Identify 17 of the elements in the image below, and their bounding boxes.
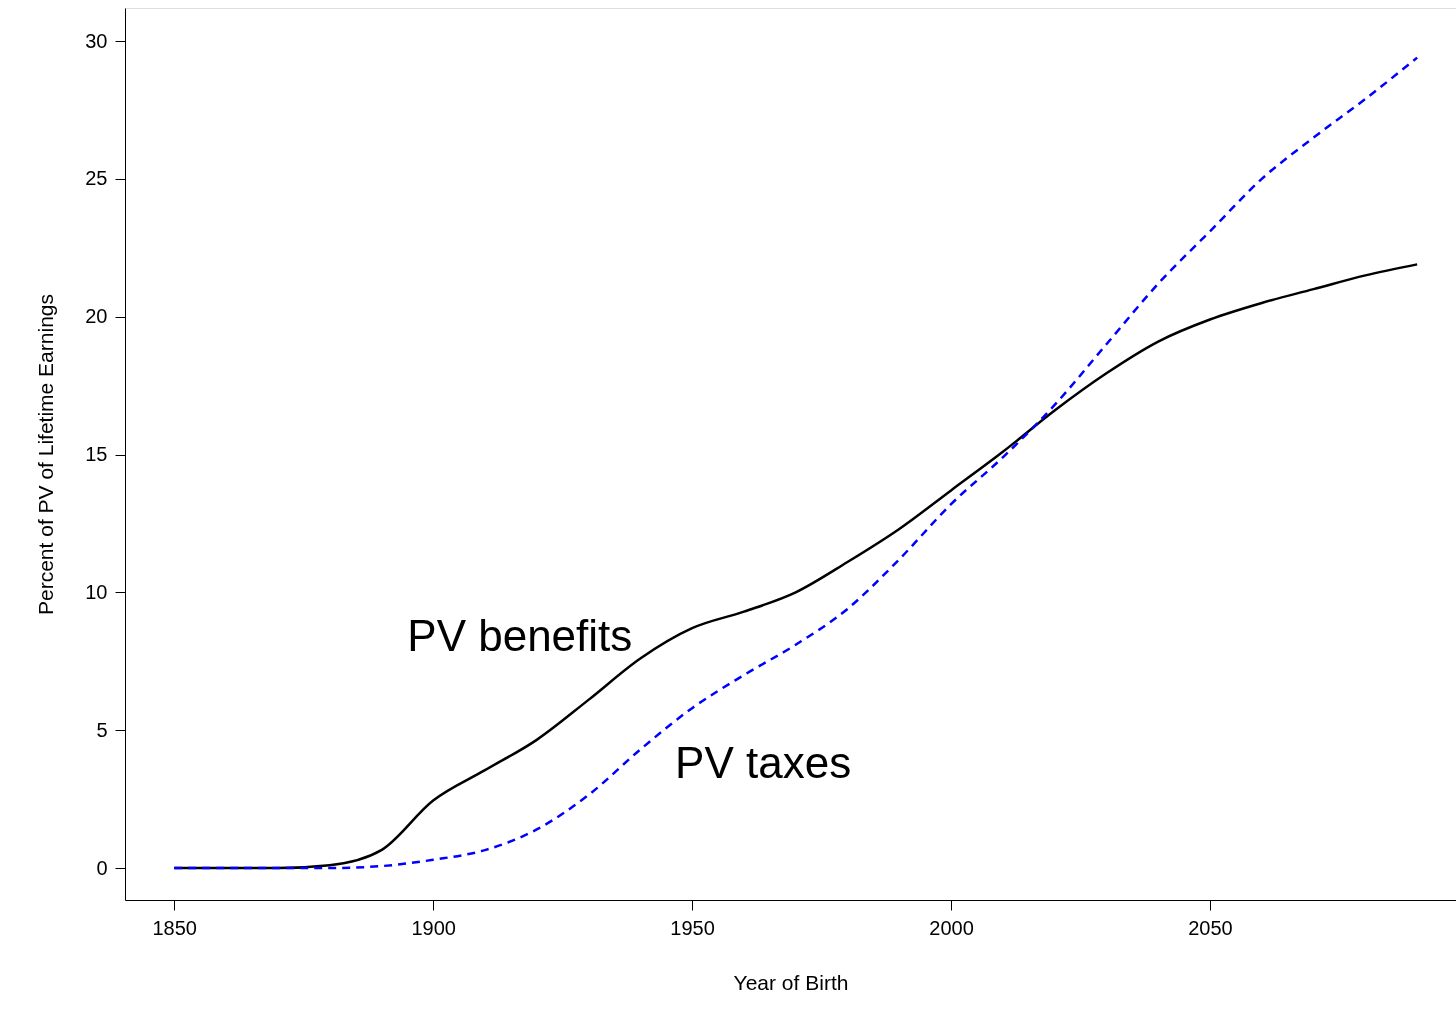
y-axis-title: Percent of PV of Lifetime Earnings xyxy=(34,294,58,615)
series-label: PV taxes xyxy=(675,738,852,788)
x-tick-label: 1850 xyxy=(152,916,197,939)
y-tick-label: 0 xyxy=(96,856,108,879)
series-label: PV benefits xyxy=(407,610,633,660)
x-axis-title: Year of Birth xyxy=(733,970,849,994)
x-tick-label: 2050 xyxy=(1188,916,1233,939)
y-tick-label: 30 xyxy=(85,29,108,52)
line-series xyxy=(172,56,1419,870)
y-tick-label: 5 xyxy=(96,718,108,741)
x-tick-label: 1950 xyxy=(670,916,715,939)
x-tick-label: 1900 xyxy=(411,916,456,939)
y-tick-label: 25 xyxy=(85,167,108,190)
y-tick-label: 10 xyxy=(85,580,108,603)
x-tick-label: 2000 xyxy=(929,916,974,939)
y-tick-label: 20 xyxy=(85,305,108,328)
y-tick-label: 15 xyxy=(85,443,108,466)
